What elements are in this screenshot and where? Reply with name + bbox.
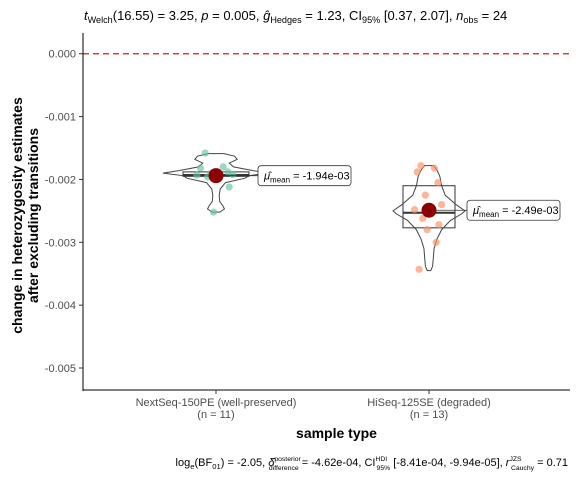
plot-area: μ̂mean = -1.94e-03 μ̂mean = -2.49e-03 xyxy=(83,53,570,273)
x-axis-title: sample type xyxy=(296,425,377,441)
data-point xyxy=(210,208,218,216)
y-tick-label: -0.002 xyxy=(45,174,76,186)
data-point xyxy=(434,178,442,187)
data-point xyxy=(219,163,227,171)
mean-point xyxy=(421,202,437,218)
y-tick-label: -0.003 xyxy=(45,237,76,249)
data-point xyxy=(419,214,427,223)
data-point xyxy=(421,191,429,199)
data-point xyxy=(438,200,446,209)
data-point xyxy=(432,238,440,246)
data-point xyxy=(415,265,423,273)
mean-label: μ̂mean = -1.94e-03 xyxy=(263,171,350,185)
data-point xyxy=(413,168,421,176)
x-tick-n-label: (n = 11) xyxy=(197,409,234,421)
data-point xyxy=(430,164,438,172)
mean-label: μ̂mean = -2.49e-03 xyxy=(472,205,559,219)
y-axis-title-line: change in heterozygosity estimates xyxy=(9,97,25,334)
x-tick-label: HiSeq-125SE (degraded) xyxy=(367,397,491,409)
x-tick-n-label: (n = 13) xyxy=(410,409,448,421)
data-point xyxy=(201,149,209,157)
group-1: μ̂mean = -1.94e-03 xyxy=(162,149,352,216)
y-axis-title-line: after excluding transitions xyxy=(25,128,41,303)
mean-label-box xyxy=(257,165,352,187)
y-tick-label: -0.005 xyxy=(45,363,76,375)
data-point xyxy=(225,183,233,191)
svg-text:tWelch(16.55) = 3.25, p = 0.00: tWelch(16.55) = 3.25, p = 0.005, ĝHedges… xyxy=(84,8,507,25)
data-point xyxy=(229,170,237,179)
violin xyxy=(392,165,466,272)
data-point xyxy=(417,162,425,170)
axes: 0.000 -0.001 -0.002 -0.003 -0.004 -0.005 NextS… xyxy=(9,33,570,441)
x-tick-label: NextSeq-150PE (well-preserved) xyxy=(136,397,297,409)
y-tick-label: -0.001 xyxy=(45,112,76,124)
data-point xyxy=(423,226,431,234)
data-point xyxy=(196,164,204,172)
group-2: μ̂mean = -2.49e-03 xyxy=(392,162,561,273)
data-point xyxy=(193,171,201,179)
y-tick-label: -0.004 xyxy=(45,300,76,312)
data-point xyxy=(435,221,443,229)
data-point xyxy=(411,206,419,214)
svg-text:loge(BF01) = -2.05, δ̂posterio: loge(BF01) = -2.05, δ̂posterior differenc… xyxy=(176,456,568,472)
chart-caption: loge(BF01) = -2.05, δ̂posterior differenc… xyxy=(176,456,568,472)
mean-point xyxy=(208,168,224,184)
chart-title: tWelch(16.55) = 3.25, p = 0.005, ĝHedges… xyxy=(84,8,507,25)
mean-label-box xyxy=(466,199,561,221)
y-tick-label: 0.000 xyxy=(48,49,76,61)
